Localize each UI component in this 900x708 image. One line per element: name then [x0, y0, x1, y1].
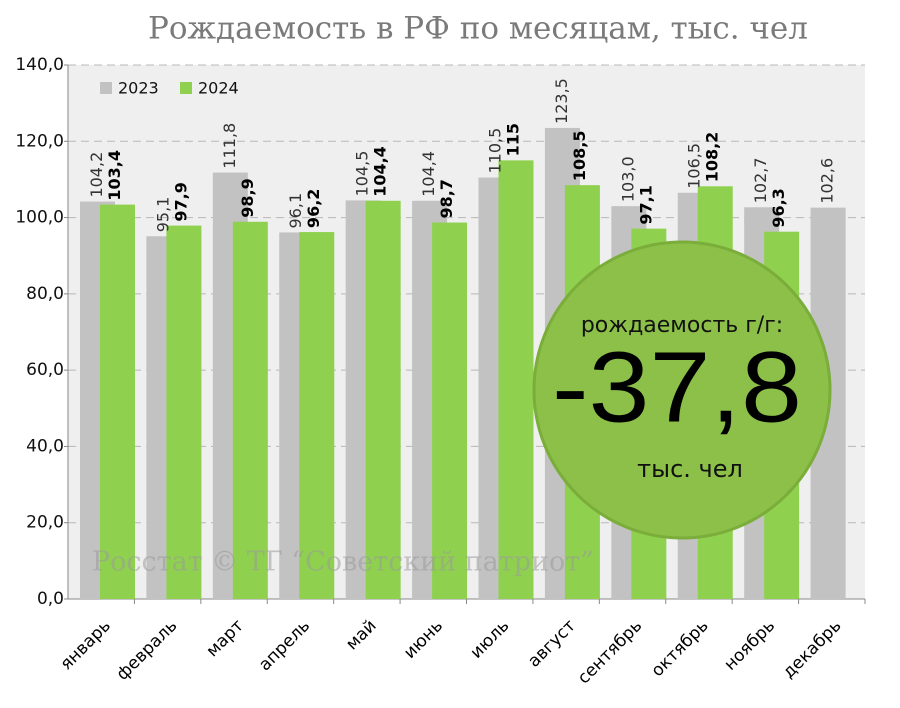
value-label: 104,4	[419, 151, 438, 197]
y-tick-label: 120,0	[15, 131, 64, 151]
x-tick-label: октябрь	[648, 616, 713, 681]
annotation-unit: тыс. чел	[637, 455, 743, 483]
y-tick-label: 140,0	[15, 55, 64, 75]
value-label: 103,0	[618, 156, 637, 202]
x-tick-label: декабрь	[779, 616, 846, 683]
bar	[498, 160, 534, 599]
legend-swatch	[100, 82, 112, 94]
y-tick-label: 60,0	[26, 360, 64, 380]
bar	[432, 222, 468, 599]
value-label: 97,9	[171, 182, 190, 221]
value-label: 104,2	[87, 152, 106, 198]
value-label: 108,5	[570, 131, 589, 182]
y-tick-label: 80,0	[26, 284, 64, 304]
value-label: 104,5	[353, 151, 372, 197]
x-tick-label: август	[524, 616, 580, 672]
value-label: 102,7	[751, 157, 770, 203]
bar	[100, 204, 135, 600]
bar	[299, 232, 335, 599]
bar	[365, 200, 401, 599]
value-label: 95,1	[153, 197, 172, 233]
value-label: 111,8	[220, 123, 239, 169]
chart-title: Рождаемость в РФ по месяцам, тыс. чел	[148, 11, 808, 47]
value-label: 103,4	[105, 150, 124, 201]
bar	[166, 225, 202, 599]
value-label: 123,5	[552, 78, 571, 124]
value-label: 98,9	[238, 178, 257, 217]
value-label: 96,3	[769, 188, 788, 227]
y-tick-label: 20,0	[26, 513, 64, 533]
value-label: 108,2	[703, 132, 722, 183]
value-label: 102,6	[818, 158, 837, 204]
x-tick-label: январь	[57, 616, 115, 674]
value-label: 96,2	[304, 189, 323, 228]
value-label: 106,5	[685, 143, 704, 189]
annotation-circle	[532, 240, 832, 540]
value-label: 115	[504, 123, 523, 156]
value-label: 97,1	[636, 185, 655, 224]
bar	[232, 221, 268, 599]
value-label: 110,5	[486, 128, 505, 174]
legend-swatch	[180, 82, 192, 94]
x-tick-label: апрель	[255, 616, 314, 675]
y-tick-label: 40,0	[26, 436, 64, 456]
source-note: Росстат © ТГ “Советский патриот”	[92, 547, 594, 578]
x-tick-label: ноябрь	[720, 616, 779, 675]
y-tick-label: 100,0	[15, 208, 64, 228]
annotation-value: -37,8	[552, 331, 802, 443]
x-tick-label: сентябрь	[574, 616, 646, 688]
y-tick-label: 0,0	[37, 589, 64, 609]
legend-label: 2023	[118, 79, 159, 98]
x-tick-label: июль	[467, 616, 514, 663]
value-label: 96,1	[286, 193, 305, 229]
x-tick-label: июнь	[400, 616, 447, 663]
value-label: 98,7	[437, 179, 456, 218]
value-label: 104,4	[371, 146, 390, 197]
x-tick-label: февраль	[113, 616, 182, 685]
x-tick-label: март	[203, 616, 248, 661]
legend-label: 2024	[198, 79, 239, 98]
x-tick-label: май	[342, 616, 380, 654]
annotation-caption: рождаемость г/г:	[581, 313, 783, 338]
